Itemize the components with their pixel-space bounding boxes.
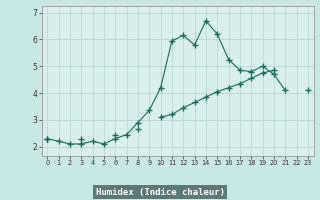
Text: Humidex (Indice chaleur): Humidex (Indice chaleur) <box>95 188 225 196</box>
